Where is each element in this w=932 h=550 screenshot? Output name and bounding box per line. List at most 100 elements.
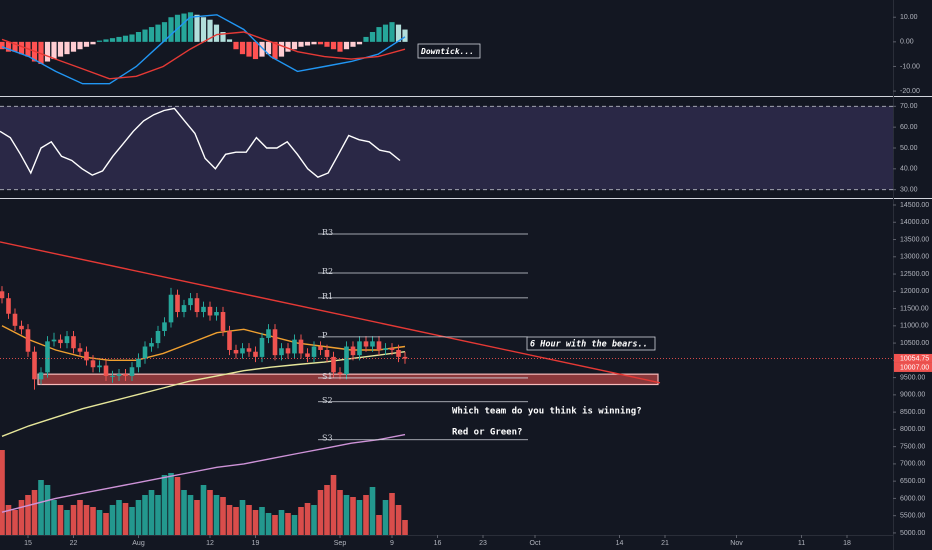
candle-body [136,358,141,368]
histogram-bar [252,41,259,60]
annotation-box [526,336,656,351]
histogram-bar [57,41,64,57]
candle-body [292,339,297,354]
candle-body [123,374,128,376]
y-tick-label: 5500.00 [900,513,925,520]
y-tick-label: 60.00 [900,124,918,131]
candle-body [6,298,11,314]
candle-body [285,348,291,354]
annotation: Red or Green? [452,428,522,438]
x-tick-label: 21 [661,540,669,547]
volume-bar [168,473,174,535]
candle-body [116,374,122,376]
histogram-bar [96,40,103,42]
volume-bar [25,495,31,535]
volume-bar [402,520,408,535]
y-tick-label: -20.00 [900,88,920,95]
histogram-bar [298,41,304,47]
candle-body [266,329,271,338]
histogram-bar [213,24,220,42]
y-tick-label: 13000.00 [900,254,929,261]
histogram-bar [233,41,239,50]
candle-body [344,346,349,375]
y-tick-label: 8000.00 [900,426,925,433]
histogram-bar [5,41,12,52]
candle-body [45,341,50,373]
candle-body [305,353,310,357]
candle-body [272,329,278,356]
volume-bar [389,493,395,535]
x-tick-label: Sep [334,540,347,547]
y-tick-label: 12000.00 [900,288,929,295]
volume-bar [311,505,317,535]
histogram-bar [116,36,122,42]
volume-bar [129,507,135,535]
candle-body [318,346,323,350]
histogram-bar [369,32,376,42]
candle-body [389,348,395,350]
histogram-bar [0,41,5,50]
candle-body [383,348,388,350]
histogram-bar [70,41,77,52]
y-tick-label: 12500.00 [900,271,929,278]
moving-average [1,325,406,361]
histogram-bar [239,41,246,55]
candle-body [233,349,239,354]
histogram-bar [376,27,382,42]
candle-body [168,294,174,323]
volume-bar [220,497,226,535]
volume-bar [38,480,44,535]
macd-line [1,31,406,80]
annotation: 6 Hour with the bears.. [530,339,648,350]
volume-bar [5,505,12,535]
annotation-box [417,43,481,59]
volume-bar [122,503,129,535]
histogram-bar [77,41,83,50]
candle-body [376,341,382,350]
y-tick-label: 14500.00 [900,202,929,209]
volume-bar [298,507,304,535]
y-tick-label: 11500.00 [900,305,929,312]
candle-body [214,312,219,316]
histogram-bar [291,41,298,50]
candle-body [64,336,70,344]
y-tick-label: 9500.00 [900,374,925,381]
candle-body [246,348,252,352]
macd-line [1,14,406,85]
moving-average [1,433,406,513]
candle-body [220,312,226,331]
volume-bar [272,515,278,535]
candle-body [129,367,135,376]
volume-bar [259,507,265,535]
histogram-bar [142,29,148,42]
volume-bar [239,500,246,535]
volume-bar [337,490,343,535]
volume-bar [207,490,213,535]
volume-bar [317,490,324,535]
volume-bar [265,513,272,535]
rsi-band [0,106,893,190]
histogram-bar [337,41,343,52]
volume-bar [304,503,311,535]
histogram-bar [194,14,200,42]
volume-bar [187,495,194,535]
candle-body [32,351,37,380]
candle-body [103,365,109,376]
volume-bar [77,500,83,535]
candle-body [181,305,187,313]
x-tick-label: 11 [798,540,805,547]
volume-bar [252,510,259,535]
price-tag-label: 10054.75 [900,355,929,362]
histogram-bar [135,32,142,42]
volume-bar [103,513,109,535]
price-tag [894,362,932,372]
volume-bar [57,505,64,535]
volume-bar [174,477,181,535]
histogram-bar [12,41,18,52]
rsi-line [0,107,401,179]
candle-body [350,346,356,356]
histogram-bar [402,29,408,42]
histogram-bar [83,41,90,47]
volume-bar [51,500,57,535]
